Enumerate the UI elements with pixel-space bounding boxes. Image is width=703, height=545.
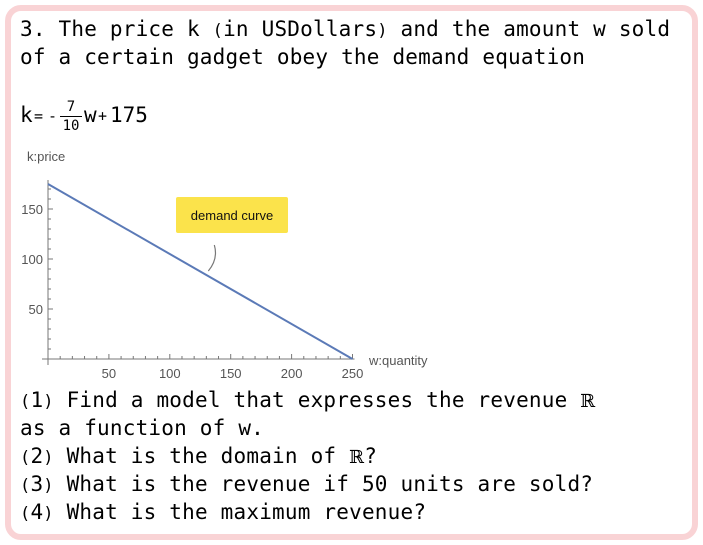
x-tick-label: 150 — [220, 366, 242, 381]
q3-number: 3 — [30, 472, 44, 496]
annotation-label: demand curve — [191, 208, 273, 223]
x-tick-label: 100 — [159, 366, 181, 381]
question-1: (1) Find a model that expresses the reve… — [20, 388, 596, 412]
x-tick-label: 200 — [281, 366, 303, 381]
revenue-symbol-2: ℝ — [349, 447, 365, 468]
y-axis-label: k:price — [27, 149, 65, 164]
problem-card — [5, 5, 698, 540]
plot-area — [47, 183, 353, 360]
y-tick-label: 50 — [29, 302, 43, 317]
y-tick-label: 150 — [21, 202, 43, 217]
question-3: (3) What is the revenue if 50 units are … — [20, 472, 594, 496]
eq-constant: 175 — [110, 103, 148, 127]
question-1-cont: as a function of w. — [20, 416, 265, 440]
q2-end: ? — [364, 444, 378, 468]
q1-number: 1 — [30, 388, 44, 412]
eq-equals: = — [34, 107, 44, 125]
eq-fraction: 7 10 — [60, 99, 82, 134]
q2-text: What is the domain of — [66, 444, 337, 468]
eq-minus: - — [48, 107, 58, 125]
q2-number: 2 — [30, 444, 44, 468]
eq-denominator: 10 — [62, 118, 80, 134]
problem-line-1: 3. The price k (in USDollars) and the am… — [20, 17, 671, 41]
axes: 50 100 150 200 250 50 100 150 — [21, 180, 363, 381]
eq-variable: w — [84, 103, 97, 127]
annotation: demand curve — [176, 197, 288, 272]
q3-text: What is the revenue if 50 units are sold… — [66, 472, 594, 496]
demand-line — [47, 183, 353, 360]
x-tick-label: 50 — [102, 366, 116, 381]
annotation-box — [176, 197, 288, 233]
question-4: (4) What is the maximum revenue? — [20, 500, 427, 524]
x-axis-label: w:quantity — [368, 353, 428, 368]
x-tick-label: 250 — [342, 366, 364, 381]
eq-lhs: k — [20, 103, 33, 127]
eq-numerator: 7 — [66, 99, 76, 115]
q1-text: Find a model that expresses the revenue — [66, 388, 568, 412]
q4-number: 4 — [30, 500, 44, 524]
problem-line-2: of a certain gadget obey the demand equa… — [20, 45, 586, 69]
question-2: (2) What is the domain of ℝ? — [20, 444, 378, 468]
revenue-symbol: ℝ — [580, 391, 596, 412]
eq-plus: + — [98, 107, 108, 125]
q4-text: What is the maximum revenue? — [66, 500, 427, 524]
annotation-pointer — [207, 244, 217, 272]
y-tick-label: 100 — [21, 252, 43, 267]
